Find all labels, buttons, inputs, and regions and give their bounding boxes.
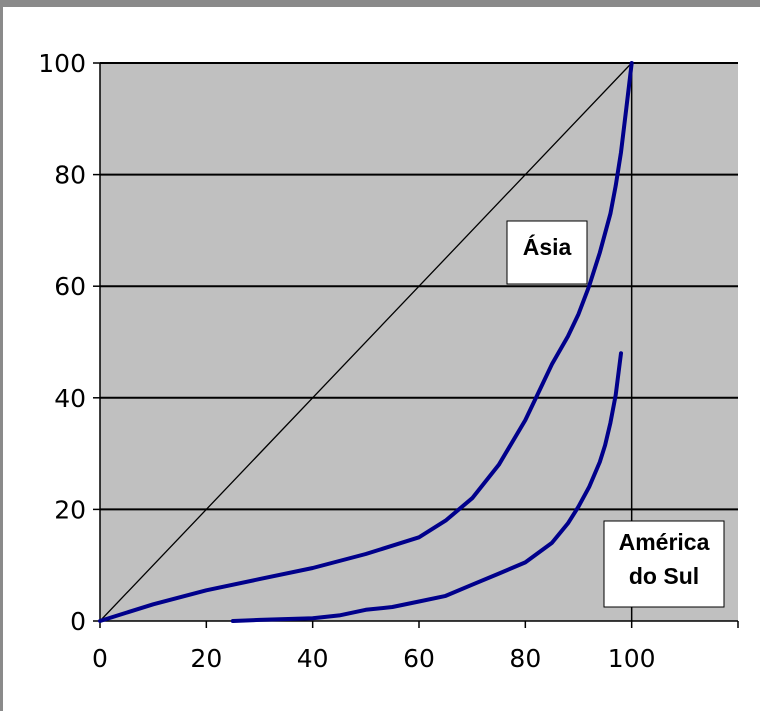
x-tick-label-3: 60 [403,644,435,673]
annotation-1-box [603,520,725,608]
y-tick-label-1: 20 [54,495,86,524]
annotation-1-text: América [619,529,710,555]
x-tick-label-4: 80 [509,644,541,673]
series-layer [98,61,634,623]
annotation-1-text: do Sul [629,563,699,589]
series-0-line [99,62,633,622]
x-tick-label-1: 20 [190,644,222,673]
y-tick-label-5: 100 [38,49,86,78]
y-tick-label-4: 80 [54,161,86,190]
annotation-0: Ásia [506,220,588,285]
x-tick-label-2: 40 [297,644,329,673]
annotation-layer: Ásia América do Sul [506,220,725,608]
y-tick-label-0: 0 [70,607,86,636]
annotation-0-text: Ásia [523,233,572,260]
axes: 0 20 40 60 80 100 0 20 40 60 80 100 [38,49,739,673]
chart-svg: 0 20 40 60 80 100 0 20 40 60 80 100 Ásia América do S… [38,49,739,673]
y-tick-label-3: 60 [54,272,86,301]
annotation-0-box [506,220,588,285]
x-tick-label-5: 100 [608,644,656,673]
series-2-line [230,351,623,623]
series-1-line [98,61,634,623]
annotation-1: América do Sul [603,520,725,608]
x-tick-label-0: 0 [92,644,108,673]
y-tick-label-2: 40 [54,384,86,413]
